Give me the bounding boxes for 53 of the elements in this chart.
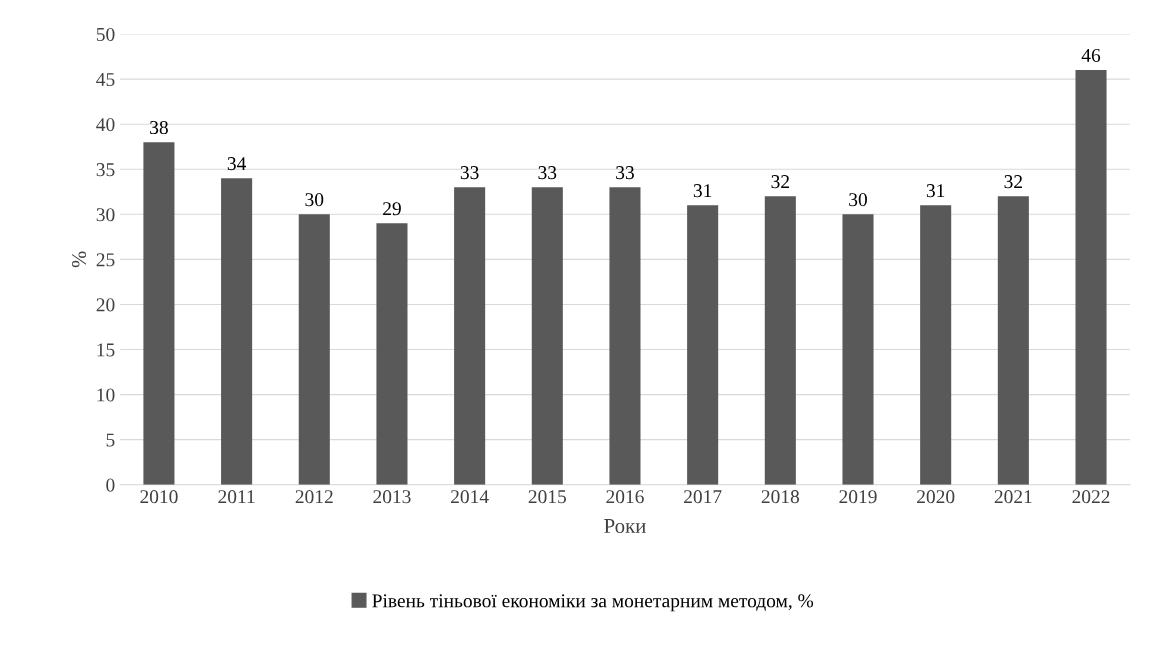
data-label: 32 bbox=[771, 175, 789, 189]
data-label: 38 bbox=[150, 120, 168, 135]
data-label: 46 bbox=[1081, 48, 1101, 62]
x-tick-label: 2012 bbox=[295, 490, 333, 504]
legend-label: Рівень тіньової економіки за монетарним методом, % bbox=[372, 594, 814, 612]
x-tick-label: 2014 bbox=[451, 490, 489, 504]
y-tick-label: 5 bbox=[106, 433, 115, 447]
bar bbox=[221, 178, 253, 485]
bar bbox=[609, 187, 641, 485]
x-tick-label: 2022 bbox=[1072, 490, 1110, 504]
bar bbox=[687, 205, 719, 485]
y-tick-label: 40 bbox=[96, 118, 115, 132]
x-tick-label: 2010 bbox=[140, 490, 178, 504]
x-tick-label: 2015 bbox=[528, 490, 566, 504]
bar bbox=[298, 214, 330, 485]
x-tick-label: 2013 bbox=[373, 490, 411, 504]
y-tick-label: 35 bbox=[96, 163, 115, 177]
data-label: 33 bbox=[460, 166, 479, 180]
bar bbox=[764, 196, 796, 485]
y-axis-title: % bbox=[71, 251, 87, 268]
data-label: 29 bbox=[383, 202, 401, 216]
bar bbox=[1075, 70, 1107, 485]
data-label: 32 bbox=[1004, 175, 1022, 189]
bar bbox=[920, 205, 952, 485]
y-tick-label: 50 bbox=[96, 27, 115, 41]
x-axis-title: Роки bbox=[604, 519, 646, 533]
x-tick-label: 2020 bbox=[917, 490, 955, 504]
bar bbox=[454, 187, 486, 485]
y-tick-label: 30 bbox=[96, 208, 115, 222]
data-label: 31 bbox=[926, 184, 945, 198]
y-tick-label: 25 bbox=[96, 253, 115, 267]
x-tick-label: 2017 bbox=[684, 490, 722, 504]
data-label: 33 bbox=[616, 166, 634, 180]
y-tick-label: 15 bbox=[97, 343, 115, 357]
x-tick-label: 2019 bbox=[839, 490, 877, 504]
bar bbox=[842, 214, 874, 485]
x-tick-label: 2016 bbox=[606, 490, 644, 504]
x-tick-label: 2018 bbox=[761, 490, 800, 504]
y-tick-label: 0 bbox=[106, 478, 115, 492]
x-tick-label: 2011 bbox=[218, 490, 255, 504]
data-label: 33 bbox=[538, 166, 557, 180]
y-tick-label: 45 bbox=[96, 73, 115, 87]
data-label: 30 bbox=[305, 193, 324, 207]
bar bbox=[376, 223, 408, 485]
bar bbox=[143, 142, 175, 485]
data-label: 31 bbox=[693, 184, 712, 198]
bar bbox=[531, 187, 563, 485]
y-tick-label: 10 bbox=[97, 388, 115, 402]
x-tick-label: 2021 bbox=[994, 490, 1032, 504]
data-label: 30 bbox=[849, 193, 867, 207]
data-label: 34 bbox=[227, 157, 247, 171]
bar bbox=[997, 196, 1029, 485]
y-tick-label: 20 bbox=[96, 298, 115, 312]
